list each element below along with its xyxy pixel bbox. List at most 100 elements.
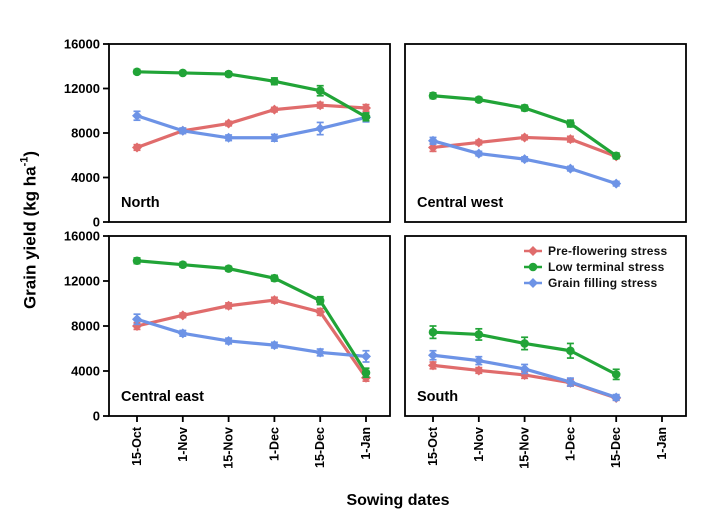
data-point-marker	[428, 350, 438, 361]
x-tick-label: 1-Jan	[359, 427, 373, 460]
legend-marker-pre	[524, 246, 542, 256]
data-point-marker	[520, 103, 529, 113]
series-pre	[132, 100, 371, 153]
series-pre	[132, 295, 371, 383]
legend-marker-grain	[524, 278, 542, 288]
series-low	[132, 256, 371, 379]
series-line	[135, 70, 368, 119]
data-point-marker	[528, 278, 538, 288]
series-line	[135, 103, 368, 150]
data-point-marker	[132, 142, 142, 153]
data-point-marker	[361, 102, 371, 113]
data-point-marker	[611, 178, 622, 189]
data-point-marker	[361, 112, 371, 122]
panel-title: North	[121, 195, 160, 211]
data-point-marker	[315, 100, 326, 111]
data-point-marker	[519, 363, 530, 374]
data-point-marker	[428, 135, 438, 146]
data-point-marker	[223, 300, 234, 311]
data-point-marker	[315, 123, 326, 134]
data-point-marker	[315, 347, 326, 358]
legend-marker-low	[524, 262, 542, 272]
x-tick-label: 1-Jan	[655, 427, 669, 460]
y-tick-label: 12000	[64, 81, 100, 96]
data-point-marker	[520, 339, 529, 348]
legend-item: Grain filling stress	[523, 275, 667, 291]
legend-label: Low terminal stress	[548, 260, 665, 274]
data-point-marker	[270, 273, 279, 283]
series-low	[132, 67, 371, 122]
legend-item: Pre-flowering stress	[523, 243, 667, 259]
y-tick-label: 0	[93, 409, 100, 424]
data-point-marker	[132, 110, 142, 121]
data-point-marker	[473, 137, 484, 148]
data-point-marker	[428, 91, 438, 101]
x-tick-label: 15-Dec	[609, 427, 623, 468]
data-point-marker	[315, 296, 325, 305]
y-axis-title-end: )	[20, 150, 40, 157]
x-tick-label: 15-Oct	[426, 426, 440, 466]
data-point-marker	[473, 148, 484, 159]
series-grain	[132, 313, 371, 363]
data-point-marker	[611, 151, 621, 161]
x-tick-label: 15-Oct	[130, 426, 144, 466]
series-low	[428, 325, 621, 381]
x-tick-label: 15-Nov	[518, 427, 532, 469]
series-grain	[428, 135, 622, 189]
data-point-marker	[528, 262, 538, 272]
x-tick-label: 1-Dec	[267, 427, 281, 461]
data-point-marker	[269, 104, 280, 115]
data-point-marker	[473, 365, 484, 376]
legend-label: Pre-flowering stress	[548, 244, 668, 258]
data-point-marker	[224, 69, 233, 79]
panel-title: Central east	[121, 389, 204, 405]
data-point-marker	[528, 246, 538, 256]
data-point-marker	[611, 392, 622, 403]
y-tick-label: 16000	[64, 229, 100, 244]
data-point-marker	[566, 119, 575, 128]
y-axis-title-main: Grain yield (kg ha	[20, 166, 40, 310]
data-point-marker	[132, 256, 142, 266]
data-point-marker	[565, 377, 576, 388]
y-tick-label: 4000	[71, 364, 100, 379]
panel-border	[404, 43, 687, 223]
data-point-marker	[315, 306, 326, 317]
data-point-marker	[519, 132, 530, 143]
y-tick-label: 4000	[71, 170, 100, 185]
series-line	[135, 317, 368, 358]
series-line	[135, 298, 368, 380]
data-point-marker	[223, 118, 234, 129]
data-point-marker	[315, 86, 325, 96]
data-point-marker	[566, 346, 575, 356]
data-point-marker	[223, 335, 234, 346]
y-tick-label: 8000	[71, 319, 100, 334]
data-point-marker	[269, 132, 280, 143]
y-tick-label: 8000	[71, 126, 100, 141]
data-point-marker	[177, 125, 188, 136]
x-tick-label: 1-Nov	[472, 427, 486, 462]
data-point-marker	[611, 370, 621, 379]
data-point-marker	[473, 355, 484, 366]
data-point-marker	[428, 360, 438, 371]
panel-border	[404, 235, 687, 417]
series-low	[428, 91, 621, 161]
series-line	[135, 259, 368, 375]
data-point-marker	[224, 264, 233, 273]
data-point-marker	[177, 328, 188, 339]
y-axis-title: Grain yield (kg ha-1)	[18, 150, 41, 310]
series-line	[135, 114, 368, 140]
data-point-marker	[361, 368, 371, 377]
legend: Pre-flowering stress Low terminal stress G…	[523, 243, 667, 291]
data-point-marker	[269, 340, 280, 351]
panel-title: South	[417, 389, 458, 405]
y-tick-label: 0	[93, 215, 100, 230]
y-tick-label: 16000	[64, 37, 100, 52]
data-point-marker	[474, 330, 484, 339]
series-grain	[132, 110, 371, 143]
y-tick-label: 12000	[64, 274, 100, 289]
data-point-marker	[223, 132, 234, 143]
data-point-marker	[428, 327, 438, 337]
y-axis-title-sup: -1	[18, 156, 31, 167]
data-point-marker	[565, 163, 576, 174]
